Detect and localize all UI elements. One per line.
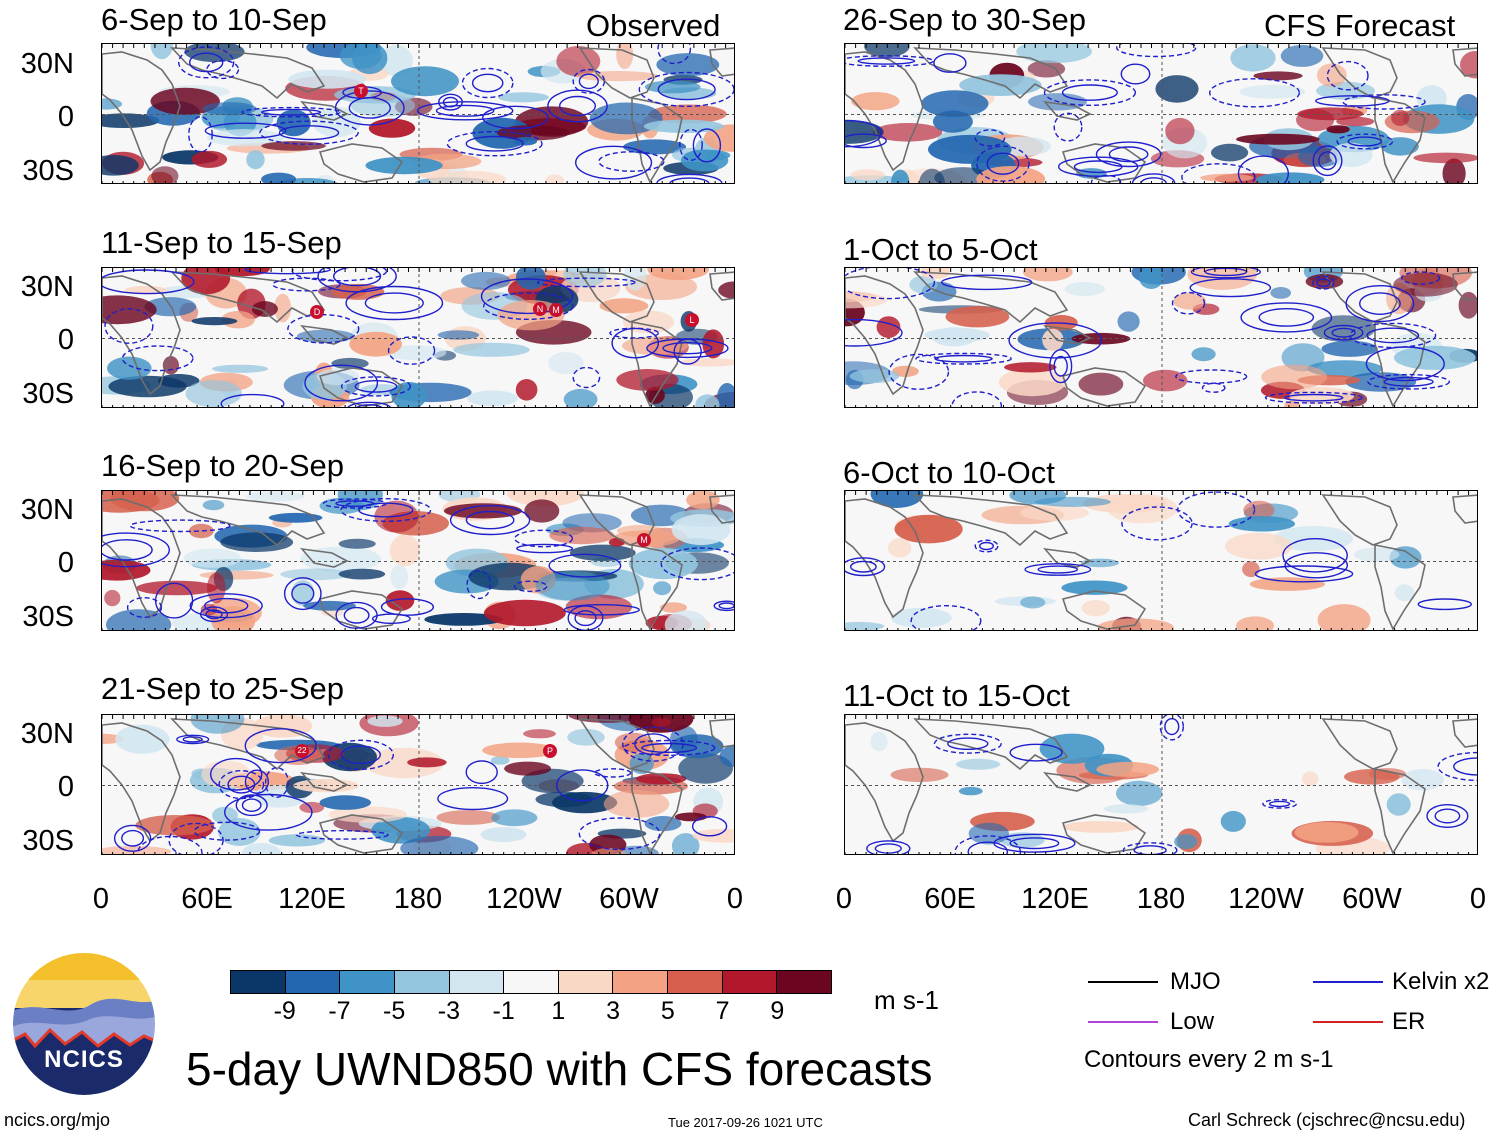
panel-title-6: 1-Oct to 5-Oct (843, 232, 1038, 267)
map-panel-3 (101, 490, 735, 631)
lat-label-eq: 0 (57, 771, 74, 803)
colorbar-tick-label: 7 (715, 997, 730, 1025)
panel-title-5: 26-Sep to 30-Sep (843, 2, 1087, 37)
lat-label-30s: 30S (22, 825, 74, 857)
storm-marker-n: N (533, 302, 547, 316)
colorbar-tick-label: -7 (328, 997, 351, 1025)
observed-tag: Observed (586, 8, 721, 43)
lat-label-eq: 0 (57, 324, 74, 356)
colorbar-swatch (557, 971, 613, 993)
lon-label: 0 (835, 883, 853, 915)
colorbar-tick-label: -9 (273, 997, 296, 1025)
legend-line-kelvin (1313, 981, 1383, 983)
panel-title-7: 6-Oct to 10-Oct (843, 455, 1055, 490)
map-panel-7 (844, 490, 1478, 631)
colorbar-swatch (231, 971, 285, 993)
colorbar-swatch (667, 971, 722, 993)
colorbar-tick-label: -3 (437, 997, 461, 1025)
colorbar-swatch (612, 971, 668, 993)
lat-label-30s: 30S (22, 155, 74, 187)
lat-label-30n: 30N (20, 48, 74, 80)
storm-marker-t: T (354, 84, 368, 98)
lon-label: 0 (726, 883, 744, 915)
ncics-logo: NCICS (10, 950, 158, 1098)
colorbar-swatch (776, 971, 832, 993)
lon-label: 120E (1021, 883, 1089, 915)
panel-title-1: 6-Sep to 10-Sep (101, 2, 327, 37)
ncics-logo-text: NCICS (44, 1046, 124, 1073)
map-panel-1 (101, 43, 735, 184)
lon-label: 180 (1136, 883, 1186, 915)
colorbar-tick-label: -5 (383, 997, 406, 1025)
map-panel-8 (844, 714, 1478, 855)
legend-line-mjo (1088, 981, 1158, 983)
lon-label: 60W (1342, 883, 1402, 915)
storm-marker-m2: M (637, 533, 651, 547)
storm-marker-m: M (549, 303, 563, 317)
storm-marker-p: P (543, 744, 557, 758)
map-panel-2 (101, 267, 735, 408)
colorbar-units: m s-1 (874, 985, 939, 1015)
legend-er: ER (1392, 1008, 1426, 1035)
lat-label-eq: 0 (57, 547, 74, 579)
forecast-tag: CFS Forecast (1264, 8, 1456, 43)
lat-label-30n: 30N (20, 494, 74, 526)
lon-label: 60E (924, 883, 976, 915)
colorbar-tick-label: 3 (606, 997, 621, 1025)
storm-marker-22: 22 (295, 744, 309, 758)
panel-title-3: 16-Sep to 20-Sep (101, 448, 345, 483)
map-panel-5 (844, 43, 1478, 184)
footer-url: ncics.org/mjo (4, 1110, 111, 1130)
lon-label: 120W (1228, 883, 1304, 915)
lon-label: 60E (181, 883, 233, 915)
colorbar-swatch (393, 971, 449, 993)
legend-line-er (1313, 1021, 1383, 1023)
colorbar-swatch (284, 971, 340, 993)
lat-label-30n: 30N (20, 718, 74, 750)
lon-label: 60W (599, 883, 659, 915)
colorbar-swatch (448, 971, 504, 993)
legend-kelvin: Kelvin x2 (1392, 968, 1490, 995)
footer-author: Carl Schreck (cjschrec@ncsu.edu) (1188, 1110, 1466, 1130)
lon-label: 0 (92, 883, 110, 915)
panel-title-4: 21-Sep to 25-Sep (101, 671, 345, 706)
legend-line-low (1088, 1021, 1158, 1023)
lat-label-eq: 0 (57, 101, 74, 133)
colorbar-tick-label: 9 (770, 997, 785, 1025)
lon-label: 120W (486, 883, 562, 915)
colorbar (230, 970, 832, 994)
panel-title-8: 11-Oct to 15-Oct (843, 678, 1070, 713)
map-panel-6 (844, 267, 1478, 408)
colorbar-tick-label: -1 (492, 997, 515, 1025)
storm-marker-d: D (310, 305, 324, 319)
colorbar-swatch (721, 971, 777, 993)
colorbar-tick-label: 1 (551, 997, 566, 1025)
lon-label: 180 (393, 883, 443, 915)
lon-label: 0 (1469, 883, 1487, 915)
legend-contour-note: Contours every 2 m s-1 (1084, 1046, 1334, 1073)
lon-label: 120E (278, 883, 346, 915)
lat-label-30s: 30S (22, 378, 74, 410)
colorbar-swatch (339, 971, 394, 993)
main-title: 5-day UWND850 with CFS forecasts (186, 1043, 933, 1095)
legend-low: Low (1170, 1008, 1215, 1035)
legend-mjo: MJO (1170, 968, 1221, 995)
lat-label-30n: 30N (20, 271, 74, 303)
ncics-logo-art (11, 951, 157, 1097)
colorbar-tick-label: 5 (660, 997, 675, 1025)
footer-timestamp: Tue 2017-09-26 1021 UTC (668, 1115, 823, 1130)
panel-title-2: 11-Sep to 15-Sep (101, 225, 342, 260)
lat-label-30s: 30S (22, 601, 74, 633)
map-panel-4 (101, 714, 735, 855)
storm-marker-l: L (685, 313, 699, 327)
colorbar-swatch (503, 971, 558, 993)
